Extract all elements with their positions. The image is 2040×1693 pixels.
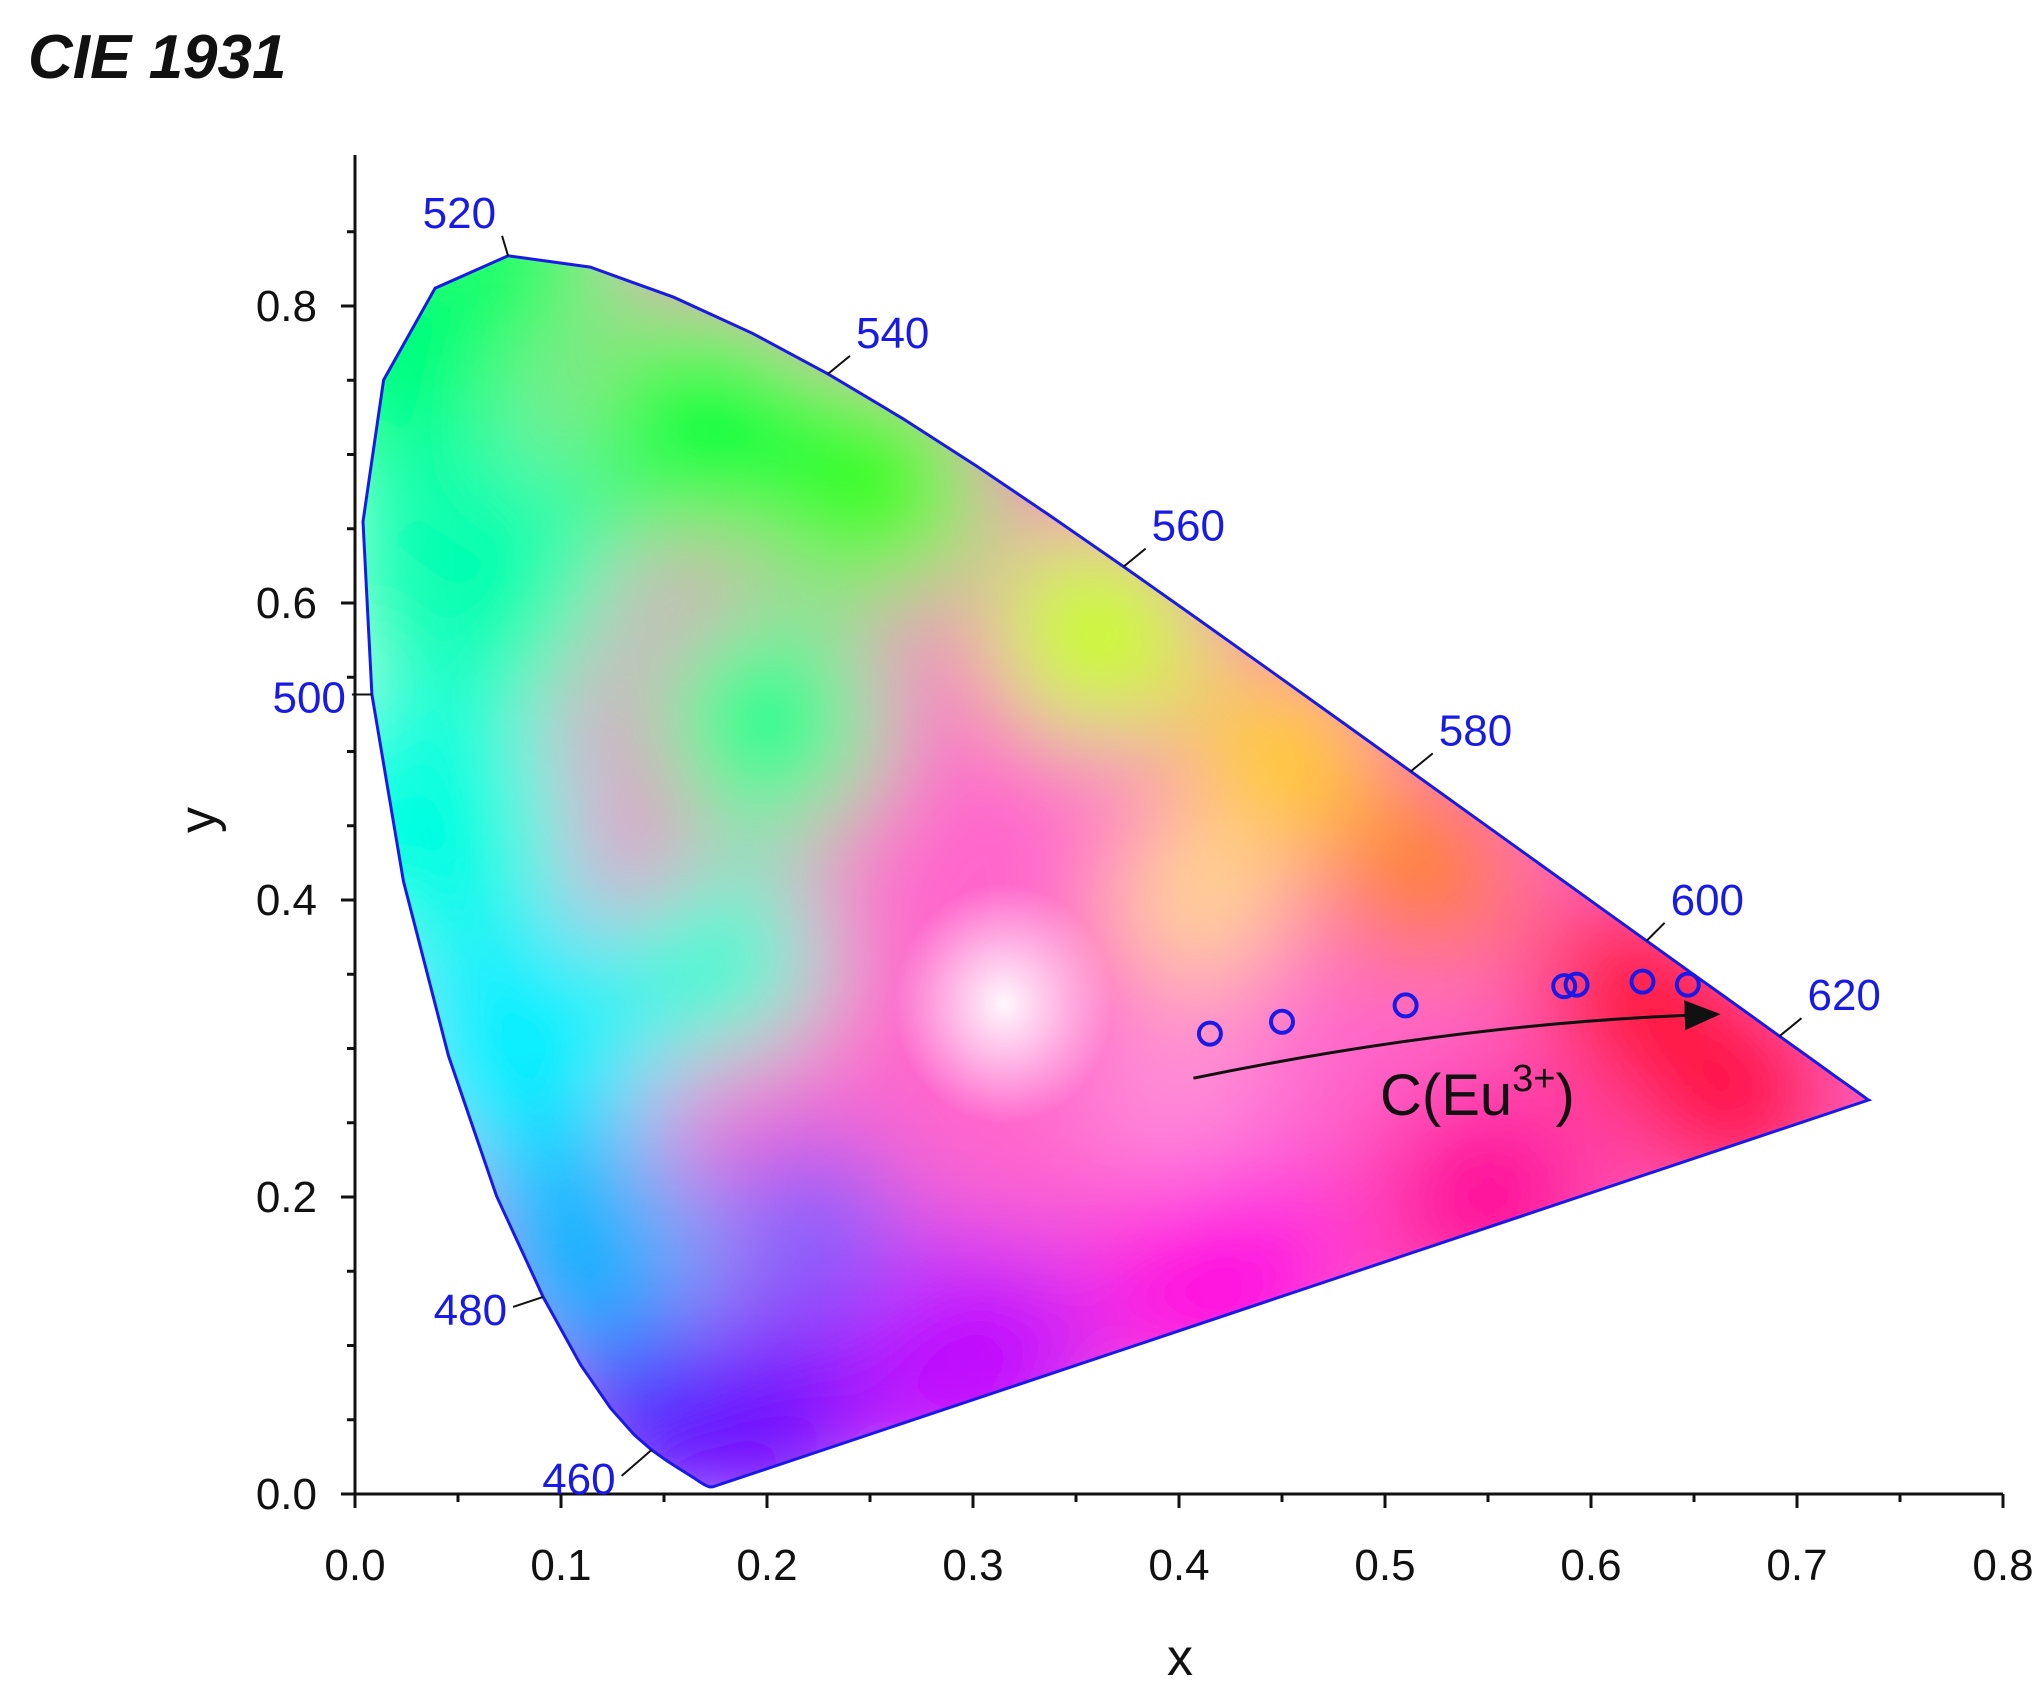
y-tick-label: 0.4 <box>256 876 317 925</box>
wavelength-label-560: 560 <box>1152 502 1225 551</box>
gamut-color-fill <box>363 255 1869 1487</box>
axes: 0.0 0.1 0.2 0.3 0.4 0.5 0.6 0.7 0.8 0.0 0.2 0.4 0.6 0… <box>256 155 2034 1590</box>
wavelength-leader-line <box>1410 752 1434 773</box>
data-point <box>1269 1008 1295 1035</box>
x-tick-label: 0.3 <box>942 1541 1003 1590</box>
wavelength-label-600: 600 <box>1671 876 1744 925</box>
wavelength-leader-line <box>620 1449 653 1477</box>
white-point-glow <box>893 883 1114 1124</box>
y-tick-label: 0.6 <box>256 579 317 628</box>
y-tick-label: 0.0 <box>256 1470 317 1519</box>
wavelength-label-460: 460 <box>542 1455 615 1504</box>
annotation-c-eu: C(Eu3+) <box>1380 1058 1575 1128</box>
wavelength-label-500: 500 <box>272 673 345 722</box>
wavelength-label-580: 580 <box>1439 706 1512 755</box>
y-tick-label: 0.8 <box>256 282 317 331</box>
wavelength-label-520: 520 <box>423 189 496 238</box>
data-point <box>1563 971 1590 998</box>
x-tick-label: 0.1 <box>530 1541 591 1590</box>
x-tick-label: 0.2 <box>736 1541 797 1590</box>
wavelength-label-540: 540 <box>856 309 929 358</box>
y-tick-label: 0.2 <box>256 1173 317 1222</box>
x-tick-label: 0.0 <box>324 1541 385 1590</box>
wavelength-labels: 460 480 500 520 540 560 580 600 620 <box>272 189 1880 1504</box>
wavelength-leader-line <box>1645 922 1666 942</box>
trend-arrow <box>1193 1000 1721 1080</box>
wavelength-label-620: 620 <box>1807 971 1880 1020</box>
annotation-tail: ) <box>1555 1063 1574 1128</box>
data-point <box>1196 1020 1223 1047</box>
wavelength-leader-line <box>501 235 510 257</box>
x-tick-label: 0.7 <box>1766 1541 1827 1590</box>
data-point <box>1674 971 1701 998</box>
wavelength-leader-line <box>827 355 851 375</box>
x-tick-label: 0.8 <box>1972 1541 2033 1590</box>
x-tick-label: 0.6 <box>1560 1541 1621 1590</box>
wavelength-leader-line <box>512 1295 544 1308</box>
annotation-main: C(Eu <box>1380 1063 1512 1128</box>
data-points <box>1196 968 1701 1047</box>
x-tick-label: 0.5 <box>1354 1541 1415 1590</box>
page-title: CIE 1931 <box>28 23 287 92</box>
annotation-superscript: 3+ <box>1512 1058 1555 1100</box>
x-axis-title: x <box>1167 1629 1193 1687</box>
y-axis-title: y <box>169 807 227 833</box>
wavelength-leader-line <box>1778 1017 1803 1037</box>
wavelength-label-480: 480 <box>434 1286 507 1335</box>
data-point <box>1629 968 1656 995</box>
wavelength-leader-line <box>1122 547 1147 568</box>
data-point <box>1551 973 1578 1000</box>
spectral-locus-line <box>361 254 1873 1489</box>
x-tick-label: 0.4 <box>1148 1541 1209 1590</box>
data-point <box>1392 992 1419 1019</box>
